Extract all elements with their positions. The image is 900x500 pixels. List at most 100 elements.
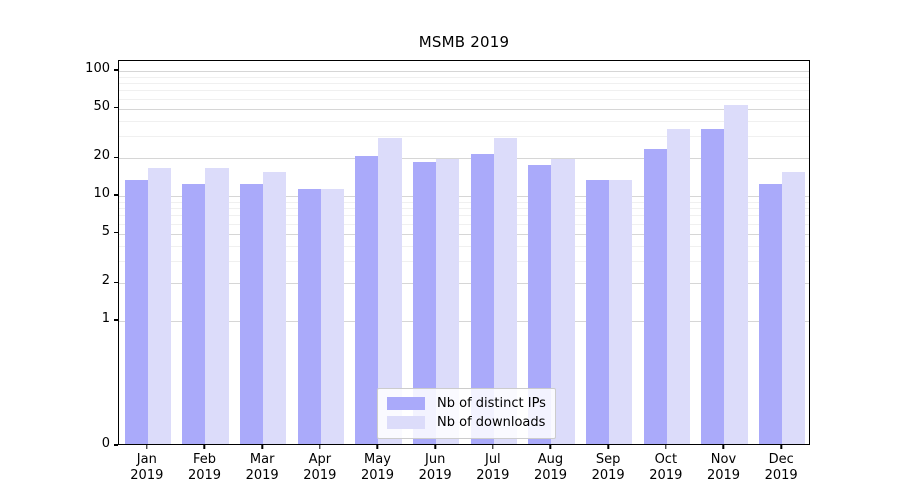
y-tick-mark: [114, 156, 118, 158]
gridline-major: [119, 70, 809, 72]
bar-distinct-ips[interactable]: [759, 184, 783, 444]
legend-item-ips[interactable]: Nb of distinct IPs: [387, 394, 546, 413]
x-tick-year: 2019: [533, 468, 568, 483]
bar-distinct-ips[interactable]: [586, 179, 610, 444]
x-tick-month: Jun: [425, 452, 446, 467]
bar-distinct-ips[interactable]: [528, 165, 552, 444]
legend-item-downloads[interactable]: Nb of downloads: [387, 413, 546, 432]
y-tick-mark: [114, 106, 118, 109]
bar-downloads[interactable]: [205, 168, 229, 444]
gridline-minor: [119, 120, 809, 122]
x-tick-year: 2019: [187, 468, 222, 483]
bar-downloads[interactable]: [147, 168, 171, 444]
y-tick-label: 10: [93, 185, 110, 201]
x-tick-year: 2019: [476, 468, 510, 483]
bar-downloads[interactable]: [320, 188, 344, 444]
bar-distinct-ips[interactable]: [643, 148, 667, 444]
plot-area: [118, 60, 810, 445]
gridline-minor: [119, 208, 809, 210]
x-tick-label: Apr 2019: [291, 452, 349, 484]
x-tick-year: 2019: [706, 468, 741, 483]
bar-group: [350, 61, 408, 444]
gridline-minor: [119, 261, 809, 263]
bar-downloads[interactable]: [609, 179, 633, 444]
gridline-minor: [119, 83, 809, 85]
y-tick-label: 50: [93, 98, 110, 114]
x-tick-year: 2019: [245, 468, 279, 483]
x-tick-month: Feb: [192, 452, 216, 467]
legend-swatch-icon: [387, 397, 425, 410]
x-tick-mark: [780, 445, 782, 449]
bar-downloads[interactable]: [263, 171, 287, 444]
bar-group: [234, 61, 292, 444]
x-tick-mark: [203, 445, 206, 449]
x-tick-mark: [549, 445, 552, 449]
y-tick-mark: [114, 319, 118, 321]
bar-group: [407, 61, 465, 444]
bar-group: [753, 61, 809, 444]
y-tick-mark: [114, 444, 118, 446]
x-tick-label: Aug 2019: [522, 452, 580, 484]
x-tick-month: Sep: [595, 452, 621, 467]
chart-legend: Nb of distinct IPs Nb of downloads: [377, 388, 556, 439]
bar-downloads[interactable]: [378, 138, 402, 444]
bar-group: [523, 61, 581, 444]
x-tick-label: Nov 2019: [695, 452, 753, 484]
bar-group: [177, 61, 235, 444]
gridline-minor: [119, 245, 809, 247]
gridline-minor: [119, 215, 809, 217]
x-tick-month: Jan: [136, 452, 157, 467]
bar-distinct-ips[interactable]: [413, 162, 437, 444]
bar-group: [580, 61, 638, 444]
gridline-minor: [119, 201, 809, 203]
x-tick-label: Feb 2019: [176, 452, 234, 484]
bar-downloads[interactable]: [436, 159, 460, 444]
legend-label-ips: Nb of distinct IPs: [437, 396, 546, 411]
bar-distinct-ips[interactable]: [470, 153, 494, 444]
bar-downloads[interactable]: [551, 159, 575, 444]
gridline-minor: [119, 98, 809, 100]
x-tick-mark: [434, 445, 436, 449]
bar-group: [119, 61, 177, 444]
gridline-minor: [119, 90, 809, 92]
gridline-minor: [119, 223, 809, 225]
y-tick-mark: [114, 194, 118, 196]
x-tick-mark: [607, 445, 609, 449]
gridline-major: [119, 233, 809, 235]
y-tick-mark: [114, 69, 118, 71]
y-tick-label: 100: [85, 60, 110, 76]
bar-group: [292, 61, 350, 444]
bar-distinct-ips[interactable]: [297, 188, 321, 444]
gridline-major: [119, 195, 809, 197]
x-tick-month: Nov: [710, 452, 737, 467]
bar-downloads[interactable]: [666, 129, 690, 444]
bar-distinct-ips[interactable]: [355, 156, 379, 444]
gridline-major: [119, 108, 809, 110]
x-tick-mark: [722, 445, 725, 449]
x-tick-month: Dec: [768, 452, 794, 467]
bar-distinct-ips[interactable]: [124, 179, 148, 444]
x-tick-month: Aug: [537, 452, 564, 467]
bar-distinct-ips[interactable]: [240, 184, 264, 444]
y-tick-mark: [114, 231, 118, 234]
x-tick-label: Sep 2019: [579, 452, 637, 484]
gridline-major: [119, 320, 809, 322]
bar-distinct-ips[interactable]: [701, 129, 725, 444]
x-axis: Jan 2019 Feb 2019 Mar 2019 Apr 2019 May 2019 Jun 20…: [118, 445, 810, 500]
x-tick-year: 2019: [130, 468, 164, 483]
x-tick-year: 2019: [360, 468, 395, 483]
x-tick-label: Jan 2019: [118, 452, 176, 484]
x-tick-mark: [319, 445, 321, 449]
bar-downloads[interactable]: [493, 138, 517, 444]
bar-downloads[interactable]: [782, 171, 806, 444]
x-tick-label: Jul 2019: [464, 452, 522, 484]
x-tick-month: Mar: [249, 452, 275, 467]
x-tick-label: Jun 2019: [406, 452, 464, 484]
x-tick-year: 2019: [764, 468, 798, 483]
bar-downloads[interactable]: [724, 105, 748, 444]
y-tick-label: 0: [101, 436, 110, 451]
x-tick-label: Mar 2019: [233, 452, 291, 484]
x-tick-mark: [492, 445, 494, 449]
bar-distinct-ips[interactable]: [182, 184, 206, 444]
